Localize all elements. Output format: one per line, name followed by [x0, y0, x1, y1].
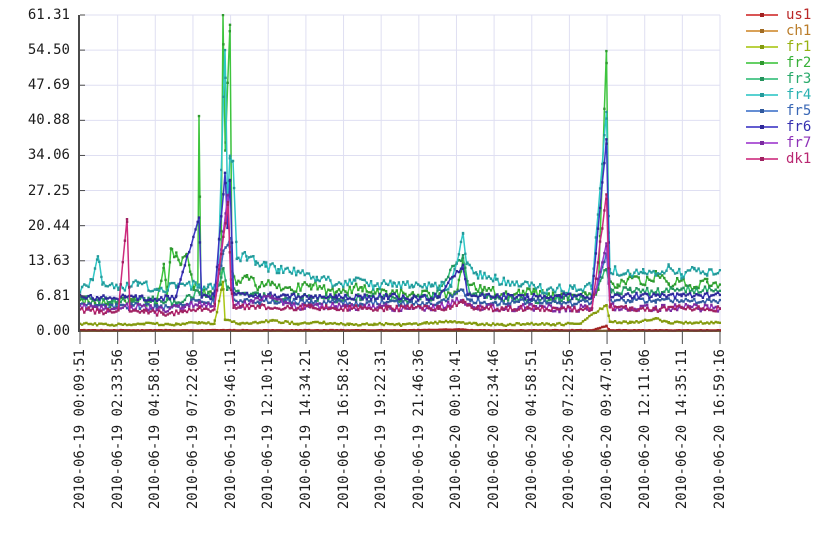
legend-marker	[760, 77, 764, 81]
x-tick-label-text: 2010-06-19 09:46:11	[222, 349, 239, 510]
legend: us1 ch1 fr1 fr2 fr3 fr4 fr5 fr6 fr7 dk1	[746, 7, 811, 167]
legend-marker	[760, 141, 764, 145]
legend-label: fr3	[786, 71, 812, 87]
legend-line-sample-icon	[746, 23, 778, 39]
x-tick-label-text: 2010-06-20 16:59:16	[712, 349, 728, 510]
y-tick-label: 47.69	[27, 77, 70, 94]
legend-marker	[760, 29, 764, 33]
x-tick-label-text: 2010-06-19 14:34:21	[297, 349, 314, 510]
series-line-fr2	[79, 14, 721, 309]
x-tick-label-text: 2010-06-20 04:58:51	[523, 349, 540, 510]
series-markers-fr2	[79, 14, 721, 309]
x-tick-label-text: 2010-06-19 21:46:36	[410, 349, 427, 510]
legend-label: fr2	[786, 55, 812, 71]
legend-marker	[760, 125, 764, 129]
legend-label: dk1	[786, 151, 812, 167]
legend-item-fr5: fr5	[746, 103, 811, 119]
legend-line-sample-icon	[746, 103, 778, 119]
legend-item-us1: us1	[746, 7, 811, 23]
legend-line-sample-icon	[746, 151, 778, 167]
legend-marker	[760, 157, 764, 161]
x-tick-label-text: 2010-06-19 07:22:06	[184, 349, 201, 510]
legend-label: us1	[786, 7, 812, 23]
legend-item-fr6: fr6	[746, 119, 811, 135]
legend-label: fr1	[786, 39, 812, 55]
legend-item-fr2: fr2	[746, 55, 811, 71]
legend-item-ch1: ch1	[746, 23, 811, 39]
y-tick-label: 54.50	[27, 42, 70, 59]
x-tick-label-text: 2010-06-20 00:10:41	[448, 349, 465, 510]
legend-line-sample-icon	[746, 119, 778, 135]
series-markers-fr6	[79, 138, 721, 303]
x-tick-label-text: 2010-06-20 09:47:01	[599, 349, 616, 510]
legend-marker	[760, 109, 764, 113]
legend-line-sample-icon	[746, 87, 778, 103]
legend-label: fr6	[786, 119, 812, 135]
y-tick-label: 6.81	[36, 287, 70, 304]
x-tick-label-text: 2010-06-19 16:58:26	[335, 349, 352, 510]
y-tick-label: 20.44	[27, 217, 70, 234]
legend-marker	[760, 45, 764, 49]
legend-marker	[760, 61, 764, 65]
x-tick-label-text: 2010-06-19 19:22:31	[373, 349, 390, 510]
legend-item-fr1: fr1	[746, 39, 811, 55]
y-tick-label: 34.06	[27, 147, 70, 164]
legend-item-dk1: dk1	[746, 151, 811, 167]
legend-label: ch1	[786, 23, 812, 39]
y-tick-label: 0.00	[36, 323, 70, 339]
x-tick-label: 2010-06-20 16:59:16	[712, 346, 840, 509]
series-markers-us1	[79, 324, 721, 332]
x-tick-label-text: 2010-06-20 07:22:56	[561, 349, 578, 510]
x-tick-label-text: 2010-06-20 12:11:06	[636, 349, 653, 510]
legend-label: fr4	[786, 87, 812, 103]
x-tick-label-text: 2010-06-19 04:58:01	[147, 349, 164, 510]
legend-item-fr7: fr7	[746, 135, 811, 151]
y-tick-label: 27.25	[27, 182, 70, 199]
y-tick-label: 40.88	[27, 112, 70, 129]
legend-line-sample-icon	[746, 39, 778, 55]
legend-label: fr5	[786, 103, 812, 119]
legend-label: fr7	[786, 135, 812, 151]
legend-line-sample-icon	[746, 55, 778, 71]
x-tick-label-text: 2010-06-19 02:33:56	[109, 349, 126, 510]
legend-marker	[760, 93, 764, 97]
y-tick-label: 13.63	[27, 252, 70, 269]
legend-marker	[760, 13, 764, 17]
legend-line-sample-icon	[746, 135, 778, 151]
series-group	[79, 14, 721, 332]
x-tick-label-text: 2010-06-20 02:34:46	[486, 349, 503, 510]
legend-item-fr4: fr4	[746, 87, 811, 103]
y-tick-label: 61.31	[27, 7, 70, 23]
legend-line-sample-icon	[746, 7, 778, 23]
x-tick-label-text: 2010-06-19 00:09:51	[72, 349, 88, 510]
series-line-fr6	[79, 138, 721, 302]
legend-line-sample-icon	[746, 71, 778, 87]
series-markers-fr5	[79, 237, 721, 312]
x-tick-label-text: 2010-06-19 12:10:16	[260, 349, 277, 510]
legend-item-fr3: fr3	[746, 71, 811, 87]
x-tick-label-text: 2010-06-20 14:35:11	[674, 349, 691, 510]
